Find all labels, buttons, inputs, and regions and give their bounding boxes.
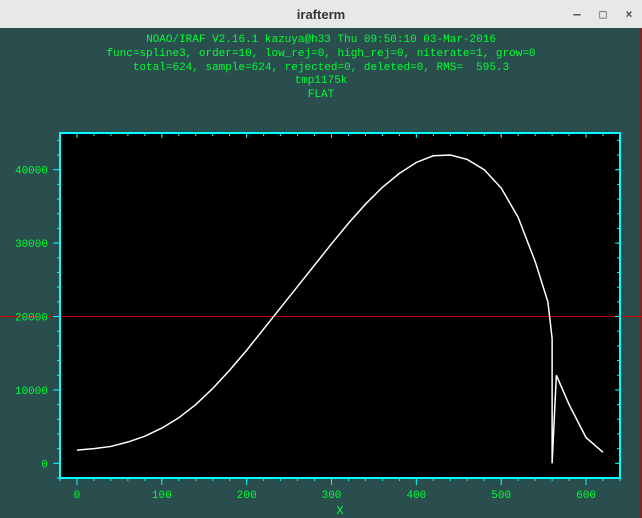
y-tick-label: 40000	[15, 166, 48, 178]
x-tick-label: 400	[406, 490, 426, 502]
minimize-button[interactable]: –	[570, 7, 584, 21]
window-title: irafterm	[297, 7, 345, 22]
x-tick-label: 100	[152, 490, 172, 502]
terminal-canvas[interactable]: NOAO/IRAF V2.16.1 kazuya@h33 Thu 09:50:1…	[0, 28, 642, 518]
window-controls: – □ ×	[570, 0, 636, 28]
application-window: irafterm – □ × NOAO/IRAF V2.16.1 kazuya@…	[0, 0, 642, 518]
y-tick-label: 30000	[15, 239, 48, 251]
y-tick-label: 20000	[15, 313, 48, 325]
close-button[interactable]: ×	[622, 7, 636, 21]
plot-area[interactable]: 0 100 200 300 400 500 600 0 10000 20000 30000 40000…	[0, 28, 642, 518]
plot-background	[60, 133, 620, 478]
x-tick-label: 300	[322, 490, 342, 502]
x-axis-label: X	[336, 504, 343, 518]
window-titlebar[interactable]: irafterm – □ ×	[0, 0, 642, 29]
x-tick-label: 0	[74, 490, 81, 502]
maximize-button[interactable]: □	[596, 7, 610, 21]
x-tick-label: 200	[237, 490, 257, 502]
y-tick-label: 0	[41, 459, 48, 471]
x-tick-label: 600	[576, 490, 596, 502]
y-tick-label: 10000	[15, 386, 48, 398]
x-tick-label: 500	[491, 490, 511, 502]
